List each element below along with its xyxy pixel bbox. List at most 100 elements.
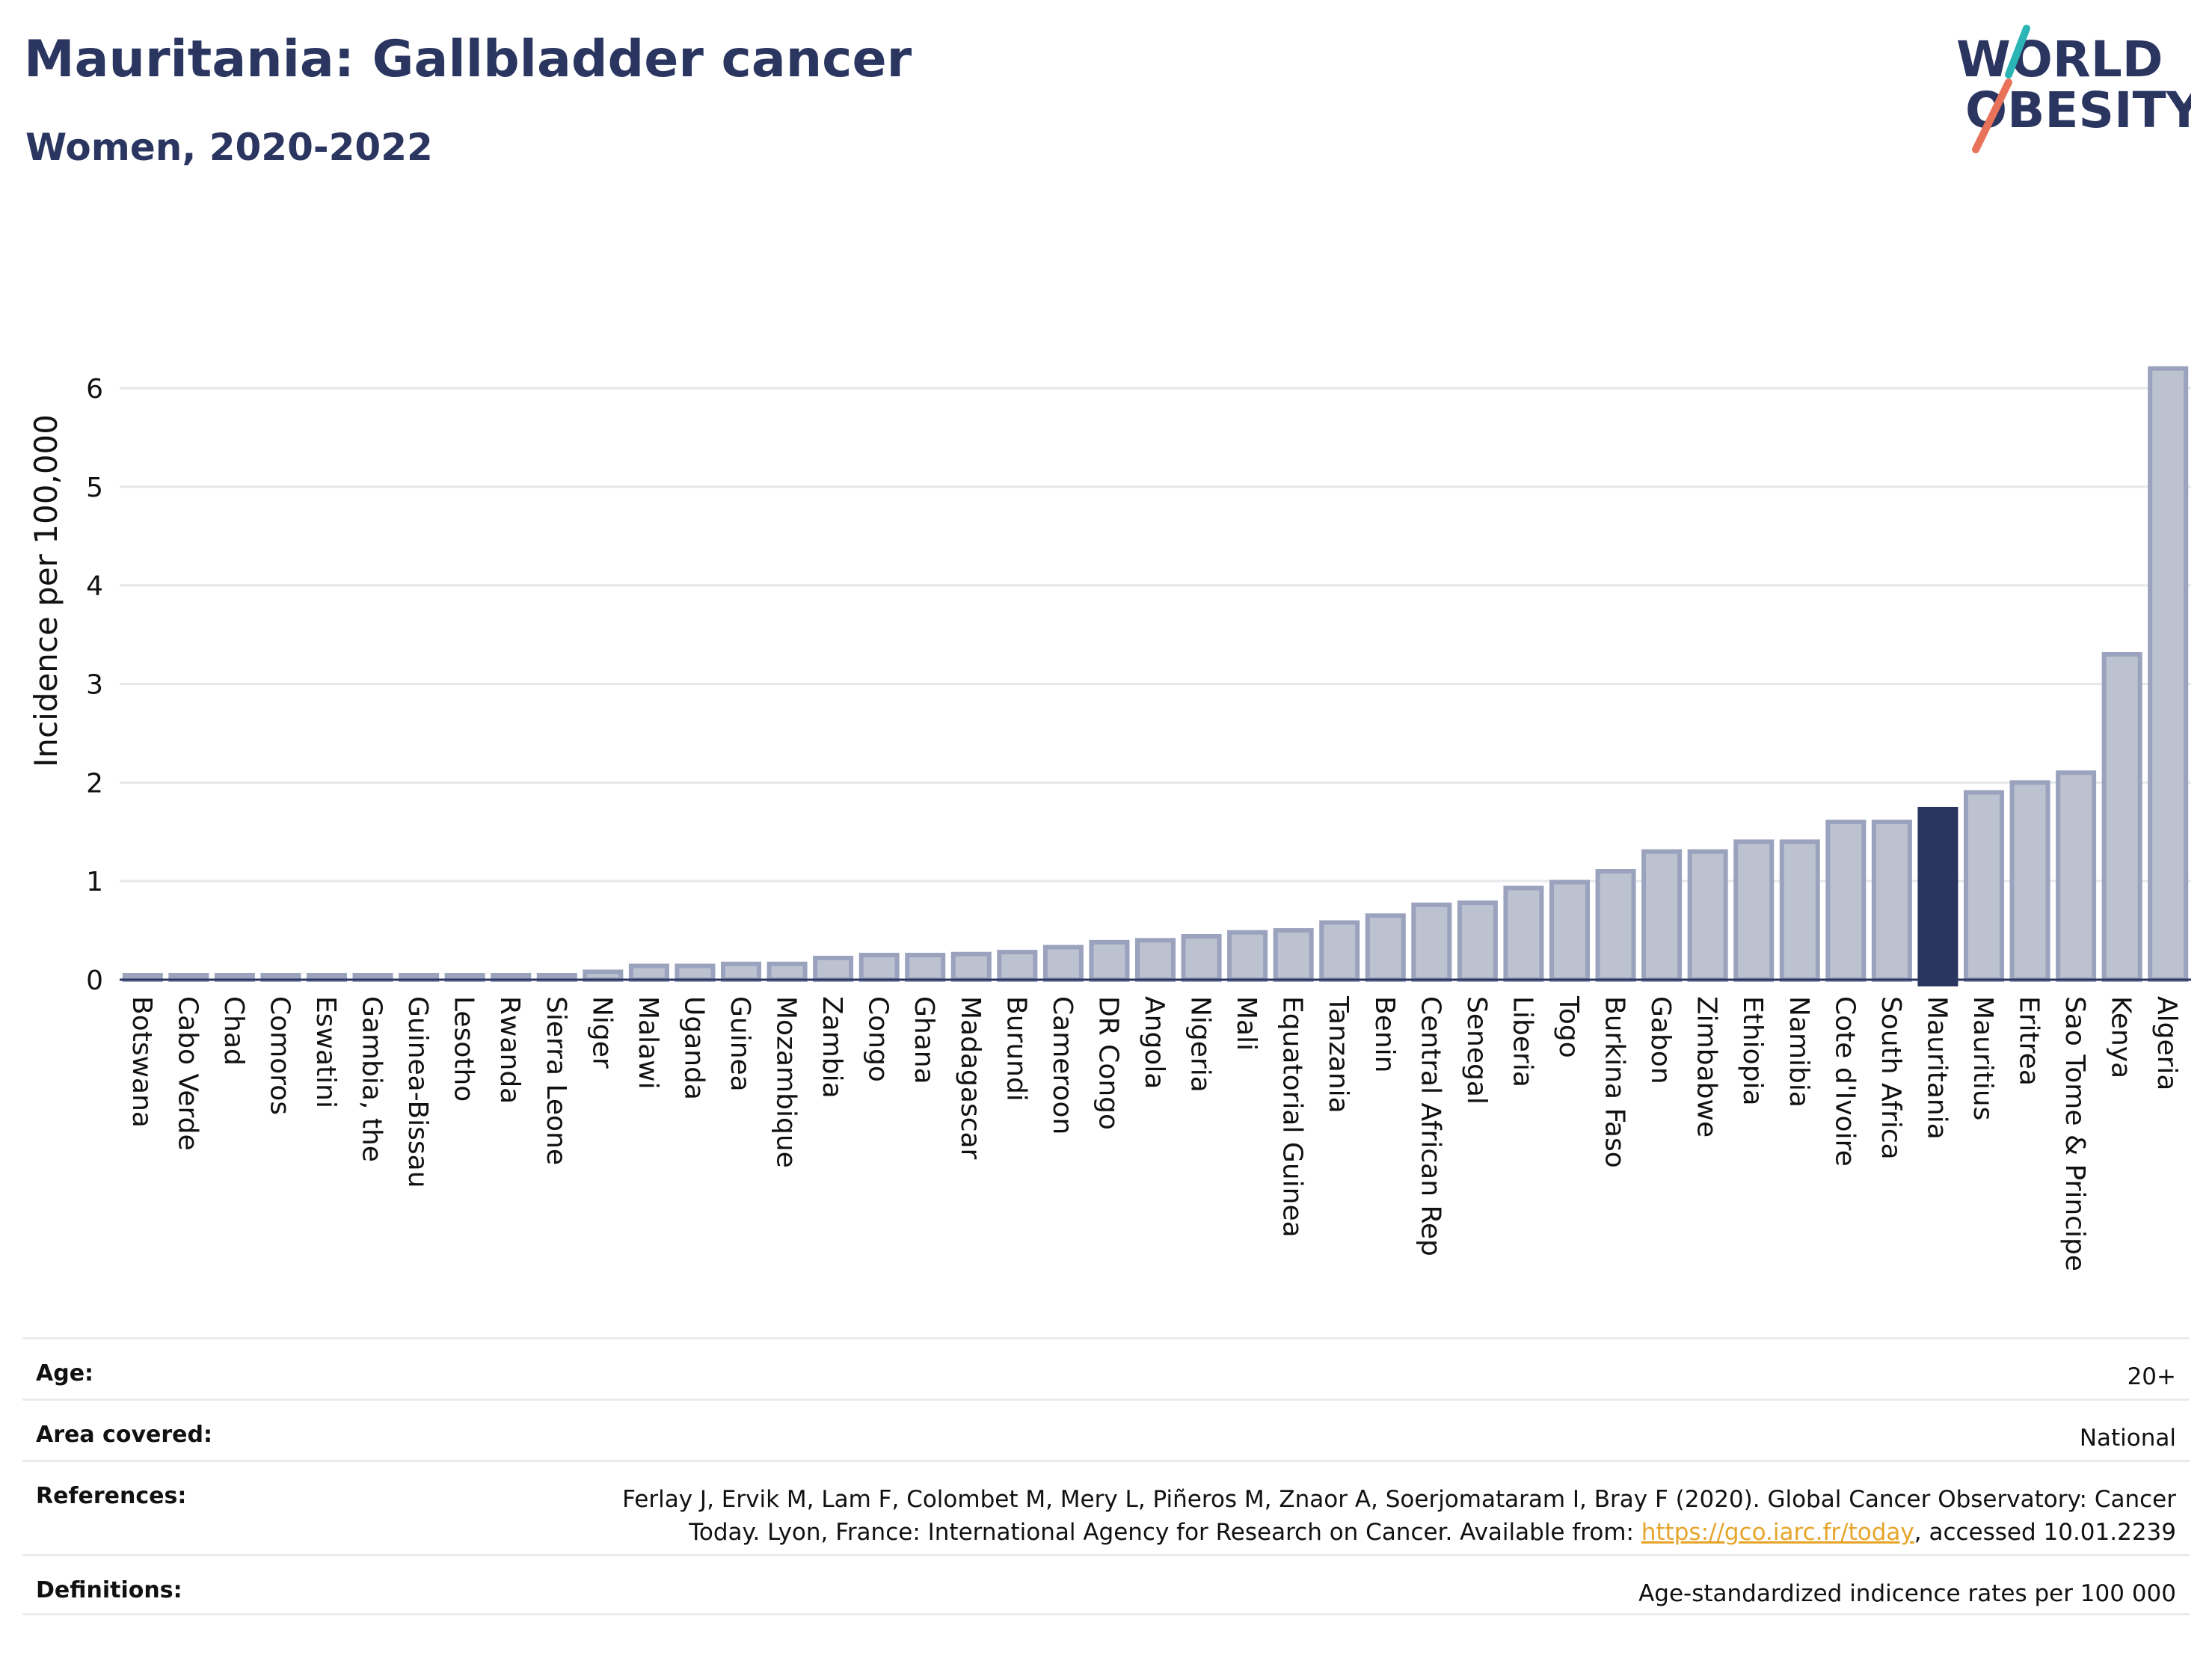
info-row-definitions: Definitions: Age-standardized indicence … (22, 1554, 2190, 1615)
x-tick-label: Cameroon (1047, 996, 1078, 1134)
info-row-area: Area covered: National (22, 1398, 2190, 1460)
definitions-value: Age-standardized indicence rates per 100… (1638, 1580, 2176, 1607)
bar (1503, 885, 1544, 983)
age-label: Age: (36, 1360, 94, 1387)
area-label: Area covered: (36, 1422, 212, 1448)
y-tick-label: 3 (86, 670, 103, 701)
x-tick-label: Lesotho (449, 996, 479, 1102)
bar (2056, 770, 2097, 982)
x-tick-label: Mali (1231, 996, 1262, 1051)
bar (1227, 930, 1268, 983)
x-tick-label: Benin (1369, 996, 1400, 1072)
bar (813, 956, 854, 982)
info-row-age: Age: 20+ (22, 1337, 2190, 1398)
bar (997, 950, 1038, 982)
x-tick-label: Kenya (2106, 996, 2136, 1078)
x-tick-label: Angola (1139, 996, 1170, 1089)
x-tick-label: Sao Tome & Principe (2059, 996, 2090, 1271)
age-value: 20+ (2127, 1363, 2176, 1390)
bar (2009, 780, 2050, 982)
bar (1687, 849, 1728, 982)
bars (122, 366, 2189, 986)
x-tick-label: Cabo Verde (172, 996, 203, 1151)
bar (2101, 652, 2142, 982)
bar (1134, 938, 1176, 982)
references-link[interactable]: https://gco.iarc.fr/today (1641, 1519, 1914, 1546)
info-row-references: References: Ferlay J, Ervik M, Lam F, Co… (22, 1460, 2190, 1554)
gridlines (120, 387, 2191, 882)
x-tick-label: Tanzania (1323, 995, 1354, 1114)
area-value: National (2079, 1425, 2176, 1452)
bar (1549, 879, 1591, 982)
bar (1595, 869, 1636, 982)
references-value: Ferlay J, Ervik M, Lam F, Colombet M, Me… (622, 1483, 2176, 1549)
x-tick-label: Burkina Faso (1600, 996, 1630, 1168)
bar (1733, 839, 1775, 982)
bar (720, 961, 762, 982)
bar (1042, 945, 1084, 982)
x-tick-label: Rwanda (494, 996, 525, 1104)
definitions-label: Definitions: (36, 1577, 182, 1603)
y-tick-label: 5 (86, 473, 103, 503)
logo-slash-top (2005, 25, 2030, 79)
x-tick-label: Guinea-Bissau (402, 996, 433, 1188)
x-tick-label: Senegal (1461, 996, 1492, 1105)
x-tick-label: Gambia, the (357, 996, 387, 1162)
bar (675, 963, 716, 982)
references-line1: Ferlay J, Ervik M, Lam F, Colombet M, Me… (622, 1486, 2176, 1513)
bar-highlight (1917, 806, 1958, 986)
bar (1871, 820, 1912, 982)
x-tick-label: Botswana (126, 996, 157, 1128)
references-label: References: (36, 1483, 187, 1509)
bar (1273, 928, 1314, 982)
y-axis-ticks: 0 1 2 3 4 5 6 (86, 374, 103, 996)
x-tick-label: Eritrea (2014, 996, 2044, 1086)
bar (583, 969, 624, 983)
bar-chart: Incidence per 100,000 0 1 2 3 4 5 6 Botswana Ca… (28, 366, 2191, 1271)
y-axis-label: Incidence per 100,000 (28, 414, 64, 767)
bar (1641, 849, 1683, 982)
x-tick-label: Zimbabwe (1692, 996, 1722, 1137)
x-tick-label: Equatorial Guinea (1277, 996, 1308, 1238)
logo-line2: OBESITY (1965, 82, 2191, 139)
x-tick-label: Ethiopia (1737, 996, 1768, 1106)
x-tick-label: Chad (218, 996, 249, 1066)
x-tick-label: Mauritania (1921, 996, 1952, 1140)
bar (2148, 366, 2189, 982)
x-tick-label: Algeria (2151, 996, 2182, 1091)
x-tick-label: Madagascar (955, 996, 986, 1160)
bar (1365, 913, 1406, 982)
bar (950, 951, 992, 983)
bar (1319, 920, 1360, 983)
bar (905, 953, 946, 982)
bar (1963, 790, 2005, 983)
x-tick-label: South Africa (1875, 996, 1906, 1160)
x-tick-label: Togo (1553, 995, 1584, 1058)
bar (628, 963, 669, 982)
y-tick-label: 1 (86, 867, 103, 897)
logo-slash-bottom (1972, 79, 2012, 153)
bar (1411, 902, 1452, 982)
world-obesity-logo: WORLD OBESITY (1956, 25, 2191, 153)
x-tick-label: Sierra Leone (541, 996, 571, 1165)
info-table: Age: 20+ Area covered: National Referenc… (22, 1337, 2190, 1615)
x-tick-label: Ghana (909, 996, 939, 1084)
chart-subtitle: Women, 2020-2022 (25, 126, 433, 169)
y-tick-label: 2 (86, 768, 103, 799)
chart-title: Mauritania: Gallbladder cancer (24, 30, 912, 89)
x-tick-label: Namibia (1784, 996, 1814, 1108)
bar (1825, 820, 1867, 982)
references-line2-pre: Today. Lyon, France: International Agenc… (689, 1519, 1641, 1546)
x-tick-label: Uganda (678, 996, 709, 1100)
x-tick-label: Central African Rep (1415, 996, 1446, 1256)
x-tick-label: Nigeria (1185, 996, 1216, 1093)
x-tick-label: Comoros (264, 996, 295, 1115)
x-tick-label: Congo (863, 996, 894, 1082)
x-tick-label: Niger (586, 996, 617, 1069)
x-tick-label: Cote d'Ivoire (1829, 996, 1860, 1167)
y-tick-label: 4 (86, 571, 103, 602)
logo-line1: WORLD (1956, 31, 2163, 88)
bar (858, 953, 900, 982)
x-tick-label: Eswatini (310, 996, 341, 1108)
bar (1779, 839, 1820, 982)
